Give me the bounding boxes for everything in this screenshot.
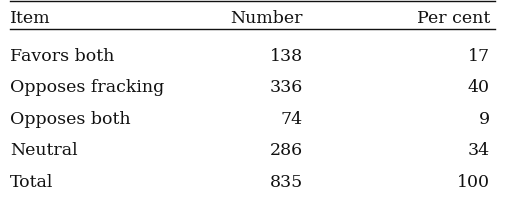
- Text: 40: 40: [468, 79, 490, 96]
- Text: Item: Item: [10, 10, 50, 27]
- Text: 336: 336: [270, 79, 303, 96]
- Text: 9: 9: [479, 111, 490, 128]
- Text: Opposes both: Opposes both: [10, 111, 131, 128]
- Text: Favors both: Favors both: [10, 48, 115, 65]
- Text: Per cent: Per cent: [417, 10, 490, 27]
- Text: Total: Total: [10, 174, 54, 191]
- Text: Number: Number: [230, 10, 303, 27]
- Text: 100: 100: [457, 174, 490, 191]
- Text: 34: 34: [468, 142, 490, 160]
- Text: 835: 835: [270, 174, 303, 191]
- Text: 286: 286: [270, 142, 303, 160]
- Text: 138: 138: [270, 48, 303, 65]
- Text: Neutral: Neutral: [10, 142, 78, 160]
- Text: 74: 74: [281, 111, 303, 128]
- Text: Opposes fracking: Opposes fracking: [10, 79, 164, 96]
- Text: 17: 17: [468, 48, 490, 65]
